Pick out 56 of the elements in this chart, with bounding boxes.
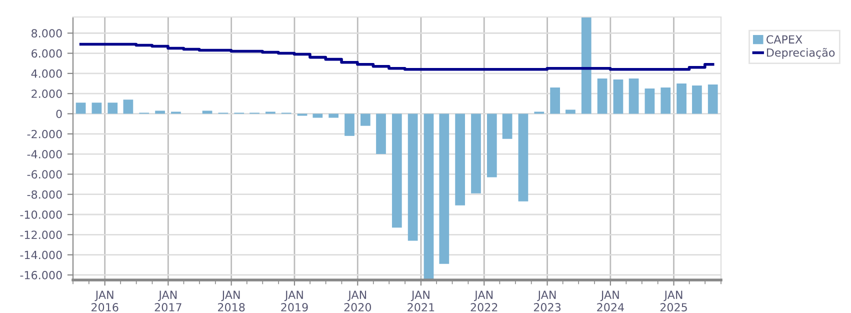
- y-tick-label: 6.000: [32, 49, 62, 58]
- bar: [692, 86, 702, 114]
- bar: [76, 102, 86, 114]
- bar: [312, 114, 323, 118]
- bar: [550, 88, 560, 114]
- bar: [392, 114, 402, 228]
- bar: [566, 110, 576, 114]
- bar: [328, 114, 339, 118]
- y-tick-label: -12.000: [20, 230, 62, 240]
- x-tick-label: JAN 2021: [408, 290, 434, 312]
- y-tick-label: -6.000: [27, 170, 62, 179]
- y-tick-label: -10.000: [20, 210, 62, 219]
- bar: [92, 102, 102, 114]
- bar: [581, 17, 592, 114]
- y-tick-label: 8.000: [32, 29, 62, 38]
- x-tick-label: JAN 2025: [660, 290, 687, 312]
- bar: [455, 114, 465, 206]
- bar: [344, 114, 354, 136]
- y-tick-label: -14.000: [20, 250, 62, 260]
- bar: [613, 79, 624, 114]
- bar: [644, 88, 655, 114]
- x-tick-label: JAN 2024: [597, 290, 624, 312]
- bar: [628, 78, 639, 114]
- bar: [708, 84, 718, 114]
- y-tick-label: -2.000: [27, 130, 62, 138]
- bar: [408, 114, 418, 241]
- bar: [202, 110, 212, 114]
- bar: [123, 100, 134, 114]
- x-tick-label: JAN 2022: [470, 290, 498, 312]
- bar: [660, 88, 671, 114]
- bar: [108, 102, 118, 114]
- legend-label: CAPEX: [766, 35, 802, 44]
- bar: [471, 114, 481, 194]
- y-tick-label: -16.000: [20, 270, 62, 280]
- x-tick-label: JAN 2018: [218, 290, 245, 312]
- x-tick-label: JAN 2016: [92, 290, 118, 312]
- bar: [486, 114, 497, 178]
- bar: [376, 114, 386, 154]
- y-tick-label: 4.000: [31, 69, 62, 78]
- bar: [597, 78, 608, 114]
- x-tick-label: JAN 2019: [281, 290, 308, 312]
- bar: [676, 84, 686, 114]
- y-tick-label: -8.000: [27, 190, 62, 199]
- x-tick-label: JAN 2017: [154, 290, 182, 312]
- x-tick-label: JAN 2023: [534, 290, 561, 312]
- bar: [439, 114, 450, 264]
- bar: [155, 110, 165, 114]
- y-tick-label: 0: [56, 110, 62, 118]
- bar: [424, 114, 434, 280]
- legend-label: Depreciação: [766, 48, 835, 59]
- y-tick-label: -4.000: [27, 150, 62, 158]
- bar: [502, 114, 512, 139]
- bar: [518, 114, 528, 202]
- bar: [360, 114, 370, 126]
- x-tick-label: JAN 2020: [344, 290, 372, 312]
- y-tick-label: 2.000: [32, 90, 62, 98]
